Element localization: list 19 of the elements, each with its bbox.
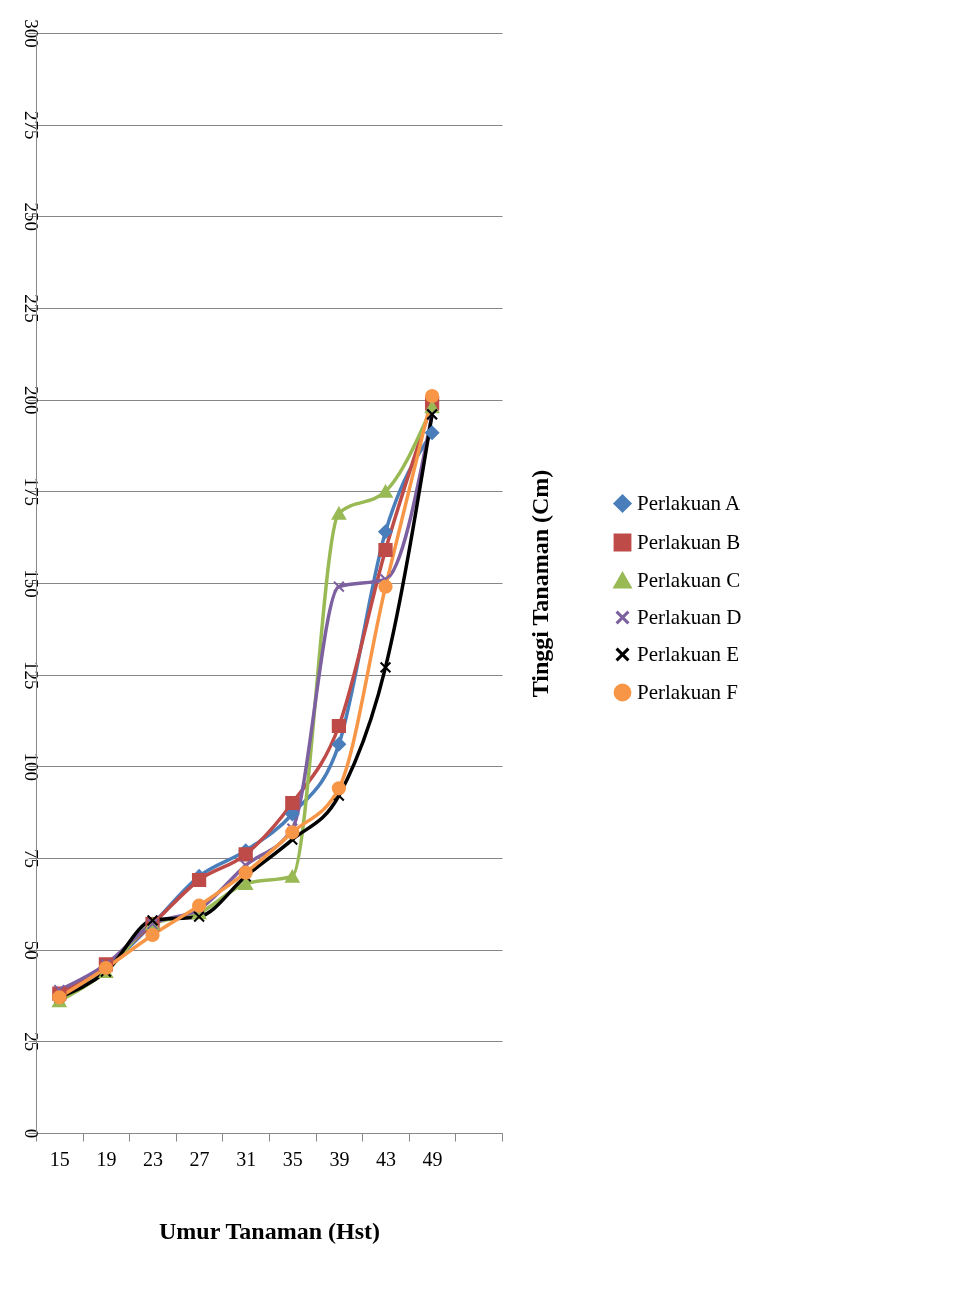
x-tick-label: 49 <box>422 1147 443 1170</box>
x-tick-label: 19 <box>96 1147 117 1170</box>
x-tick-label: 39 <box>329 1147 350 1170</box>
legend-label: Perlakuan B <box>637 529 741 554</box>
legend-label: Perlakuan D <box>637 604 742 629</box>
y-tick-label: 300 <box>20 19 42 48</box>
y-axis-title: Tinggi Tanaman (Cm) <box>526 469 553 698</box>
x-tick-label: 27 <box>189 1147 210 1170</box>
x-tick-label: 15 <box>49 1147 70 1170</box>
y-tick-label: 0 <box>20 1128 42 1139</box>
legend-label: Perlakuan A <box>637 490 742 515</box>
legend-label: Perlakuan C <box>637 567 741 592</box>
x-tick-label: 43 <box>376 1147 396 1170</box>
x-tick-label: 31 <box>236 1147 257 1170</box>
x-axis-title: Umur Tanaman (Hst) <box>159 1217 380 1244</box>
legend-label: Perlakuan E <box>637 641 740 666</box>
legend-label: Perlakuan F <box>637 679 738 704</box>
x-tick-label: 23 <box>143 1147 163 1170</box>
x-tick-label: 35 <box>282 1147 303 1170</box>
